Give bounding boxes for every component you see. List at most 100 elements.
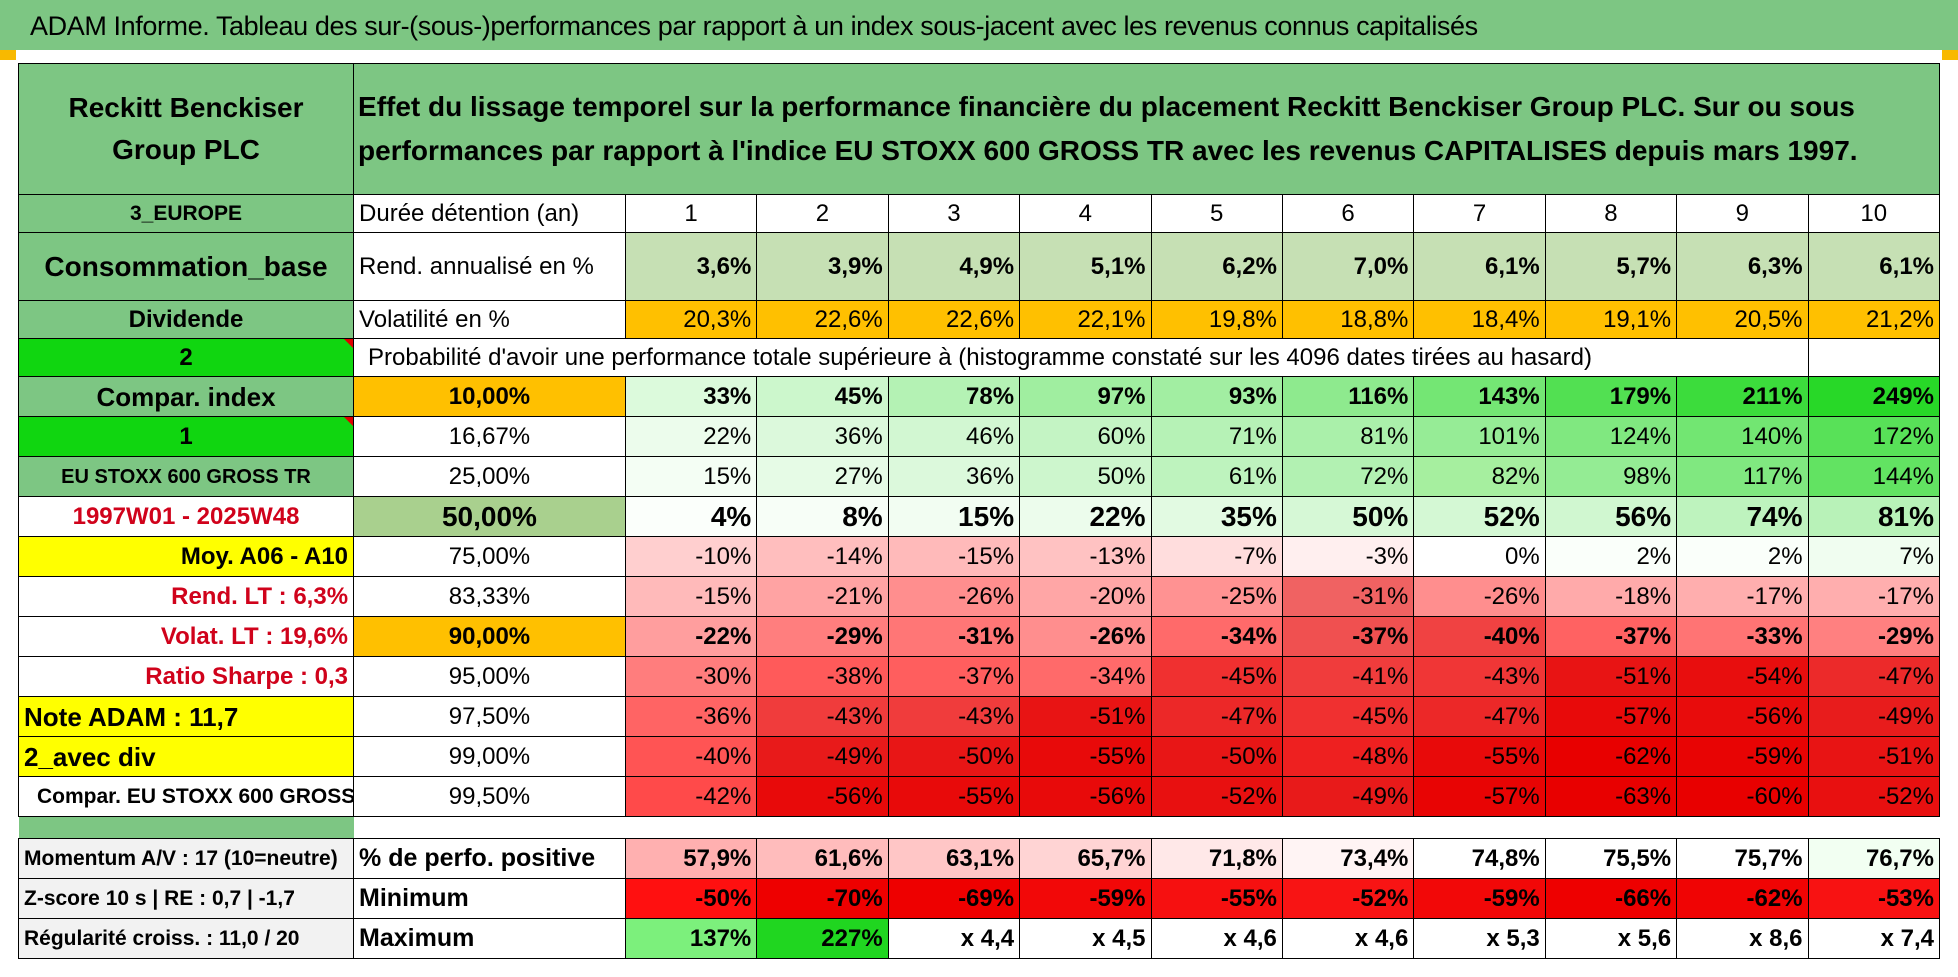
proba-cell: -37%: [887, 656, 1021, 697]
volat-value: 22,6%: [756, 300, 889, 339]
volat-value: 18,4%: [1413, 300, 1546, 339]
proba-cell: -54%: [1676, 656, 1809, 697]
proba-cell: -15%: [887, 536, 1021, 577]
proba-cell: -50%: [887, 736, 1021, 777]
separator-cell: [1676, 816, 1809, 839]
pct-pos-value: 63,1%: [887, 838, 1021, 879]
proba-cell: -55%: [887, 776, 1021, 817]
separator-cell: [625, 816, 757, 839]
threshold-value: 16,67%: [353, 416, 626, 457]
proba-cell: 15%: [887, 496, 1021, 537]
proba-cell: -34%: [1150, 616, 1283, 657]
volat-value: 20,3%: [624, 300, 758, 339]
company-name-cell: Reckitt Benckiser Group PLC: [17, 63, 355, 195]
pct-pos-value: 73,4%: [1281, 838, 1415, 879]
minimum-value: -53%: [1807, 878, 1941, 919]
rend-label: Rend. annualisé en %: [353, 232, 626, 301]
proba-cell: -47%: [1413, 696, 1546, 737]
proba-cell: 78%: [887, 376, 1021, 417]
threshold-value: 50,00%: [353, 496, 626, 537]
proba-cell: -49%: [756, 736, 889, 777]
proba-cell: -59%: [1676, 736, 1809, 777]
proba-cell: -45%: [1150, 656, 1283, 697]
proba-cell: 22%: [1019, 496, 1152, 537]
maximum-label: Maximum: [353, 918, 626, 959]
proba-cell: -56%: [1019, 776, 1152, 817]
report-banner-title: ADAM Informe. Tableau des sur-(sous-)per…: [0, 0, 1958, 50]
proba-cell: -49%: [1807, 696, 1941, 737]
proba-cell: -37%: [1544, 616, 1678, 657]
proba-cell: 93%: [1150, 376, 1283, 417]
minimum-value: -50%: [624, 878, 758, 919]
year-header: 2: [756, 194, 889, 233]
rend-value: 6,1%: [1807, 232, 1941, 301]
maximum-value: x 4,6: [1150, 918, 1283, 959]
proba-cell: 81%: [1281, 416, 1415, 457]
minimum-value: -69%: [887, 878, 1021, 919]
proba-cell: -14%: [756, 536, 889, 577]
proba-cell: -42%: [624, 776, 758, 817]
proba-cell: -50%: [1150, 736, 1283, 777]
proba-cell: -43%: [756, 696, 889, 737]
region-label: 3_EUROPE: [17, 194, 355, 233]
note-adam-label: Note ADAM : 11,7: [17, 696, 355, 737]
proba-cell: -56%: [1676, 696, 1809, 737]
proba-cell: 60%: [1019, 416, 1152, 457]
proba-cell: 172%: [1807, 416, 1941, 457]
proba-cell: 46%: [887, 416, 1021, 457]
proba-cell: 97%: [1019, 376, 1152, 417]
proba-cell: -18%: [1544, 576, 1678, 617]
rend-value: 7,0%: [1281, 232, 1415, 301]
proba-cell: -17%: [1807, 576, 1941, 617]
proba-cell: 143%: [1413, 376, 1546, 417]
type-label: Dividende: [17, 300, 355, 339]
rend-value: 3,6%: [624, 232, 758, 301]
proba-cell: -22%: [624, 616, 758, 657]
proba-cell: -47%: [1807, 656, 1941, 697]
corner-marker-right: [1942, 50, 1958, 60]
proba-cell: 124%: [1544, 416, 1678, 457]
volat-value: 22,1%: [1019, 300, 1152, 339]
proba-cell: -55%: [1413, 736, 1546, 777]
proba-cell: 72%: [1281, 456, 1415, 497]
pct-pos-value: 76,7%: [1807, 838, 1941, 879]
proba-cell: 52%: [1413, 496, 1546, 537]
code-input-2[interactable]: 1: [17, 416, 355, 457]
threshold-value: 10,00%: [353, 376, 626, 417]
proba-cell: 116%: [1281, 376, 1415, 417]
pct-pos-value: 74,8%: [1413, 838, 1546, 879]
proba-cell: -20%: [1019, 576, 1152, 617]
threshold-value: 95,00%: [353, 656, 626, 697]
proba-cell: -43%: [887, 696, 1021, 737]
proba-cell: -47%: [1150, 696, 1283, 737]
code-input-1[interactable]: 2: [17, 338, 355, 377]
maximum-value: x 5,3: [1413, 918, 1546, 959]
pct-pos-value: 57,9%: [624, 838, 758, 879]
proba-cell: -3%: [1281, 536, 1415, 577]
duree-label: Durée détention (an): [353, 194, 626, 233]
separator-cell: [888, 816, 1020, 839]
separator-cell: [756, 816, 889, 839]
year-header: 4: [1019, 194, 1152, 233]
minimum-left-label: Z-score 10 s | RE : 0,7 | -1,7: [17, 878, 355, 919]
proba-cell: 33%: [624, 376, 758, 417]
proba-cell: 35%: [1150, 496, 1283, 537]
year-header: 6: [1281, 194, 1415, 233]
rend-value: 6,3%: [1676, 232, 1809, 301]
proba-cell: 117%: [1676, 456, 1809, 497]
volat-value: 21,2%: [1807, 300, 1941, 339]
proba-cell: -36%: [624, 696, 758, 737]
proba-cell: -62%: [1544, 736, 1678, 777]
separator-cell: [1019, 816, 1151, 839]
year-header: 10: [1807, 194, 1941, 233]
year-header: 9: [1676, 194, 1809, 233]
maximum-value: x 4,6: [1281, 918, 1415, 959]
proba-cell: -56%: [756, 776, 889, 817]
volat-value: 22,6%: [887, 300, 1021, 339]
threshold-value: 97,50%: [353, 696, 626, 737]
index-name-label: EU STOXX 600 GROSS TR: [17, 456, 355, 497]
proba-cell: 7%: [1807, 536, 1941, 577]
maximum-value: x 5,6: [1544, 918, 1678, 959]
rend-value: 6,1%: [1413, 232, 1546, 301]
proba-cell: -51%: [1544, 656, 1678, 697]
